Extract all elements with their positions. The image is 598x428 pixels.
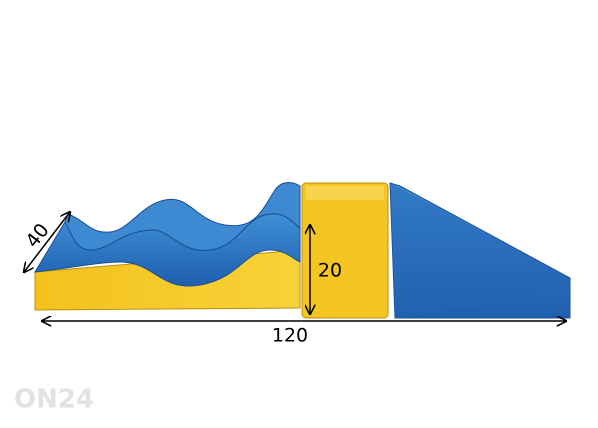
length-label: 120 [272,325,308,347]
block [301,182,389,319]
wedge [389,182,571,319]
height-label: 20 [318,260,342,282]
depth-label: 40 [21,219,53,252]
watermark: ON24 [14,385,94,415]
depth-arrow [24,212,70,272]
wave-mat [34,182,301,311]
